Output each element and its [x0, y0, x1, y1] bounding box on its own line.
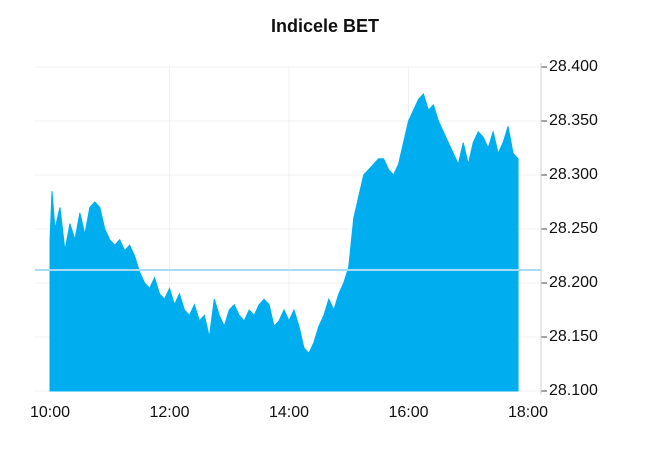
x-tick-label: 10:00: [30, 404, 70, 421]
y-tick-label: 28.350: [549, 112, 598, 129]
y-tick-label: 28.150: [549, 328, 598, 345]
x-tick-label: 12:00: [149, 404, 189, 421]
y-tick-label: 28.200: [549, 274, 598, 291]
x-tick-label: 16:00: [388, 404, 428, 421]
x-tick-label: 14:00: [269, 404, 309, 421]
y-tick-label: 28.300: [549, 166, 598, 183]
area: [49, 93, 519, 392]
y-tick-label: 28.400: [549, 58, 598, 75]
x-tick-label: 18:00: [508, 404, 548, 421]
chart-title: Indicele BET: [271, 16, 379, 36]
y-tick-label: 28.250: [549, 220, 598, 237]
y-tick-label: 28.100: [549, 382, 598, 399]
